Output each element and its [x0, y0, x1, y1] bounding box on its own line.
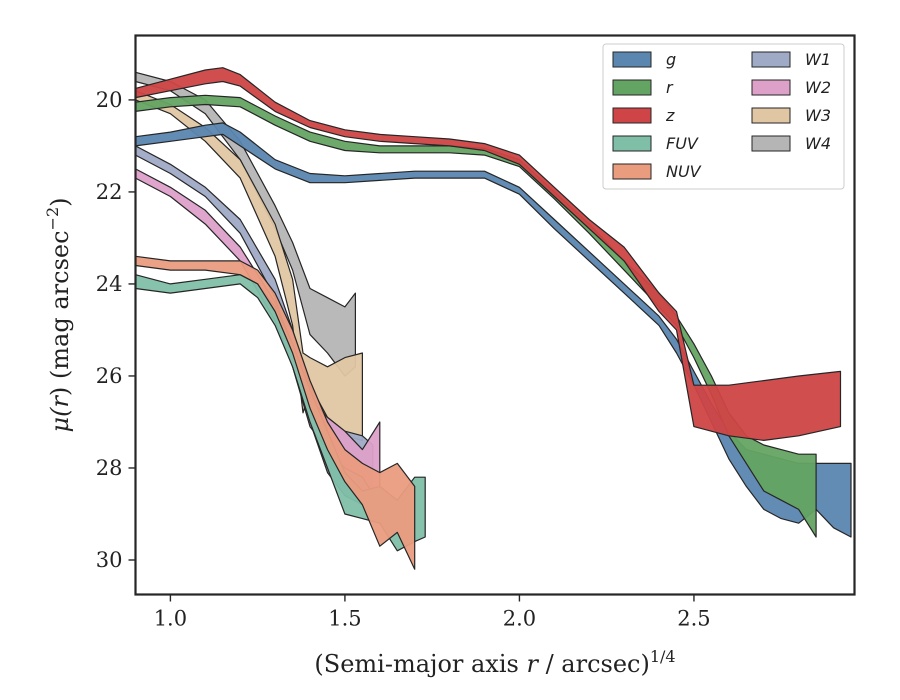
y-axis-title: μ(r) (mag arcsec−2) [43, 197, 74, 432]
x-tick-label: 1.5 [328, 607, 361, 631]
legend-item-g: g [612, 50, 676, 69]
band-areas [134, 67, 852, 570]
legend-swatch [612, 163, 652, 180]
legend-item-w2: W2 [751, 78, 831, 97]
band-nuv [134, 255, 416, 570]
legend-item-w1: W1 [751, 50, 831, 69]
legend-label: r [666, 78, 674, 97]
legend-item-nuv: NUV [612, 162, 702, 181]
legend-swatch [751, 79, 791, 96]
legend-item-r: r [612, 78, 674, 97]
legend-label: W1 [805, 50, 831, 69]
y-tick-label: 22 [96, 180, 123, 204]
legend-swatch [612, 135, 652, 152]
y-tick-label: 24 [96, 272, 123, 296]
legend-label: W2 [805, 78, 831, 97]
y-tick-label: 20 [96, 88, 123, 112]
x-tick-label: 2.0 [503, 607, 536, 631]
legend-swatch [612, 79, 652, 96]
legend-swatch [751, 51, 791, 68]
plot-frame [134, 34, 856, 596]
legend-swatch [612, 51, 652, 68]
legend-swatch [612, 107, 652, 124]
legend-item-w3: W3 [751, 106, 831, 125]
y-tick-label: 26 [96, 364, 123, 388]
x-tick-label: 2.5 [677, 607, 710, 631]
legend-item-z: z [612, 106, 675, 125]
legend-label: NUV [666, 162, 702, 181]
legend-label: W4 [805, 134, 831, 153]
legend: grz FUV NUV W1 W2 W3 W4 [602, 43, 845, 190]
legend-label: W3 [805, 106, 831, 125]
legend-label: z [665, 106, 675, 125]
band-z [134, 67, 842, 441]
legend-swatch [751, 107, 791, 124]
band-r [134, 94, 817, 538]
x-axis-ticks: 1.0 1.5 2.0 2.5 [154, 594, 711, 631]
legend-label: FUV [666, 134, 699, 153]
y-tick-label: 28 [96, 456, 123, 480]
legend-item-fuv: FUV [612, 134, 699, 153]
legend-items: grz FUV NUV W1 W2 W3 W4 [612, 50, 831, 181]
y-tick-label: 30 [96, 548, 123, 572]
x-tick-label: 1.0 [154, 607, 187, 631]
y-axis-ticks: 20 22 24 26 28 30 [96, 88, 136, 572]
legend-item-w4: W4 [751, 134, 831, 153]
legend-swatch [751, 135, 791, 152]
legend-label: g [666, 50, 676, 69]
x-axis-title: (Semi-major axis r / arcsec)1/4 [314, 647, 675, 678]
